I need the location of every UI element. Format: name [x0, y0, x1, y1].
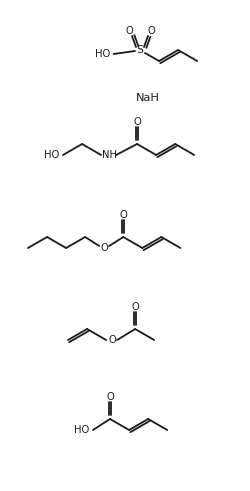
Text: O: O: [120, 210, 127, 220]
Text: O: O: [133, 117, 141, 127]
Text: O: O: [108, 335, 116, 345]
Text: HO: HO: [74, 425, 90, 435]
Text: O: O: [147, 26, 155, 36]
Text: O: O: [106, 392, 114, 402]
Text: S: S: [136, 45, 143, 55]
Text: O: O: [131, 302, 139, 312]
Text: O: O: [125, 26, 133, 36]
Text: NaH: NaH: [136, 93, 160, 103]
Text: O: O: [100, 243, 108, 253]
Text: HO: HO: [95, 49, 110, 59]
Text: NH: NH: [102, 150, 116, 160]
Text: HO: HO: [44, 150, 60, 160]
